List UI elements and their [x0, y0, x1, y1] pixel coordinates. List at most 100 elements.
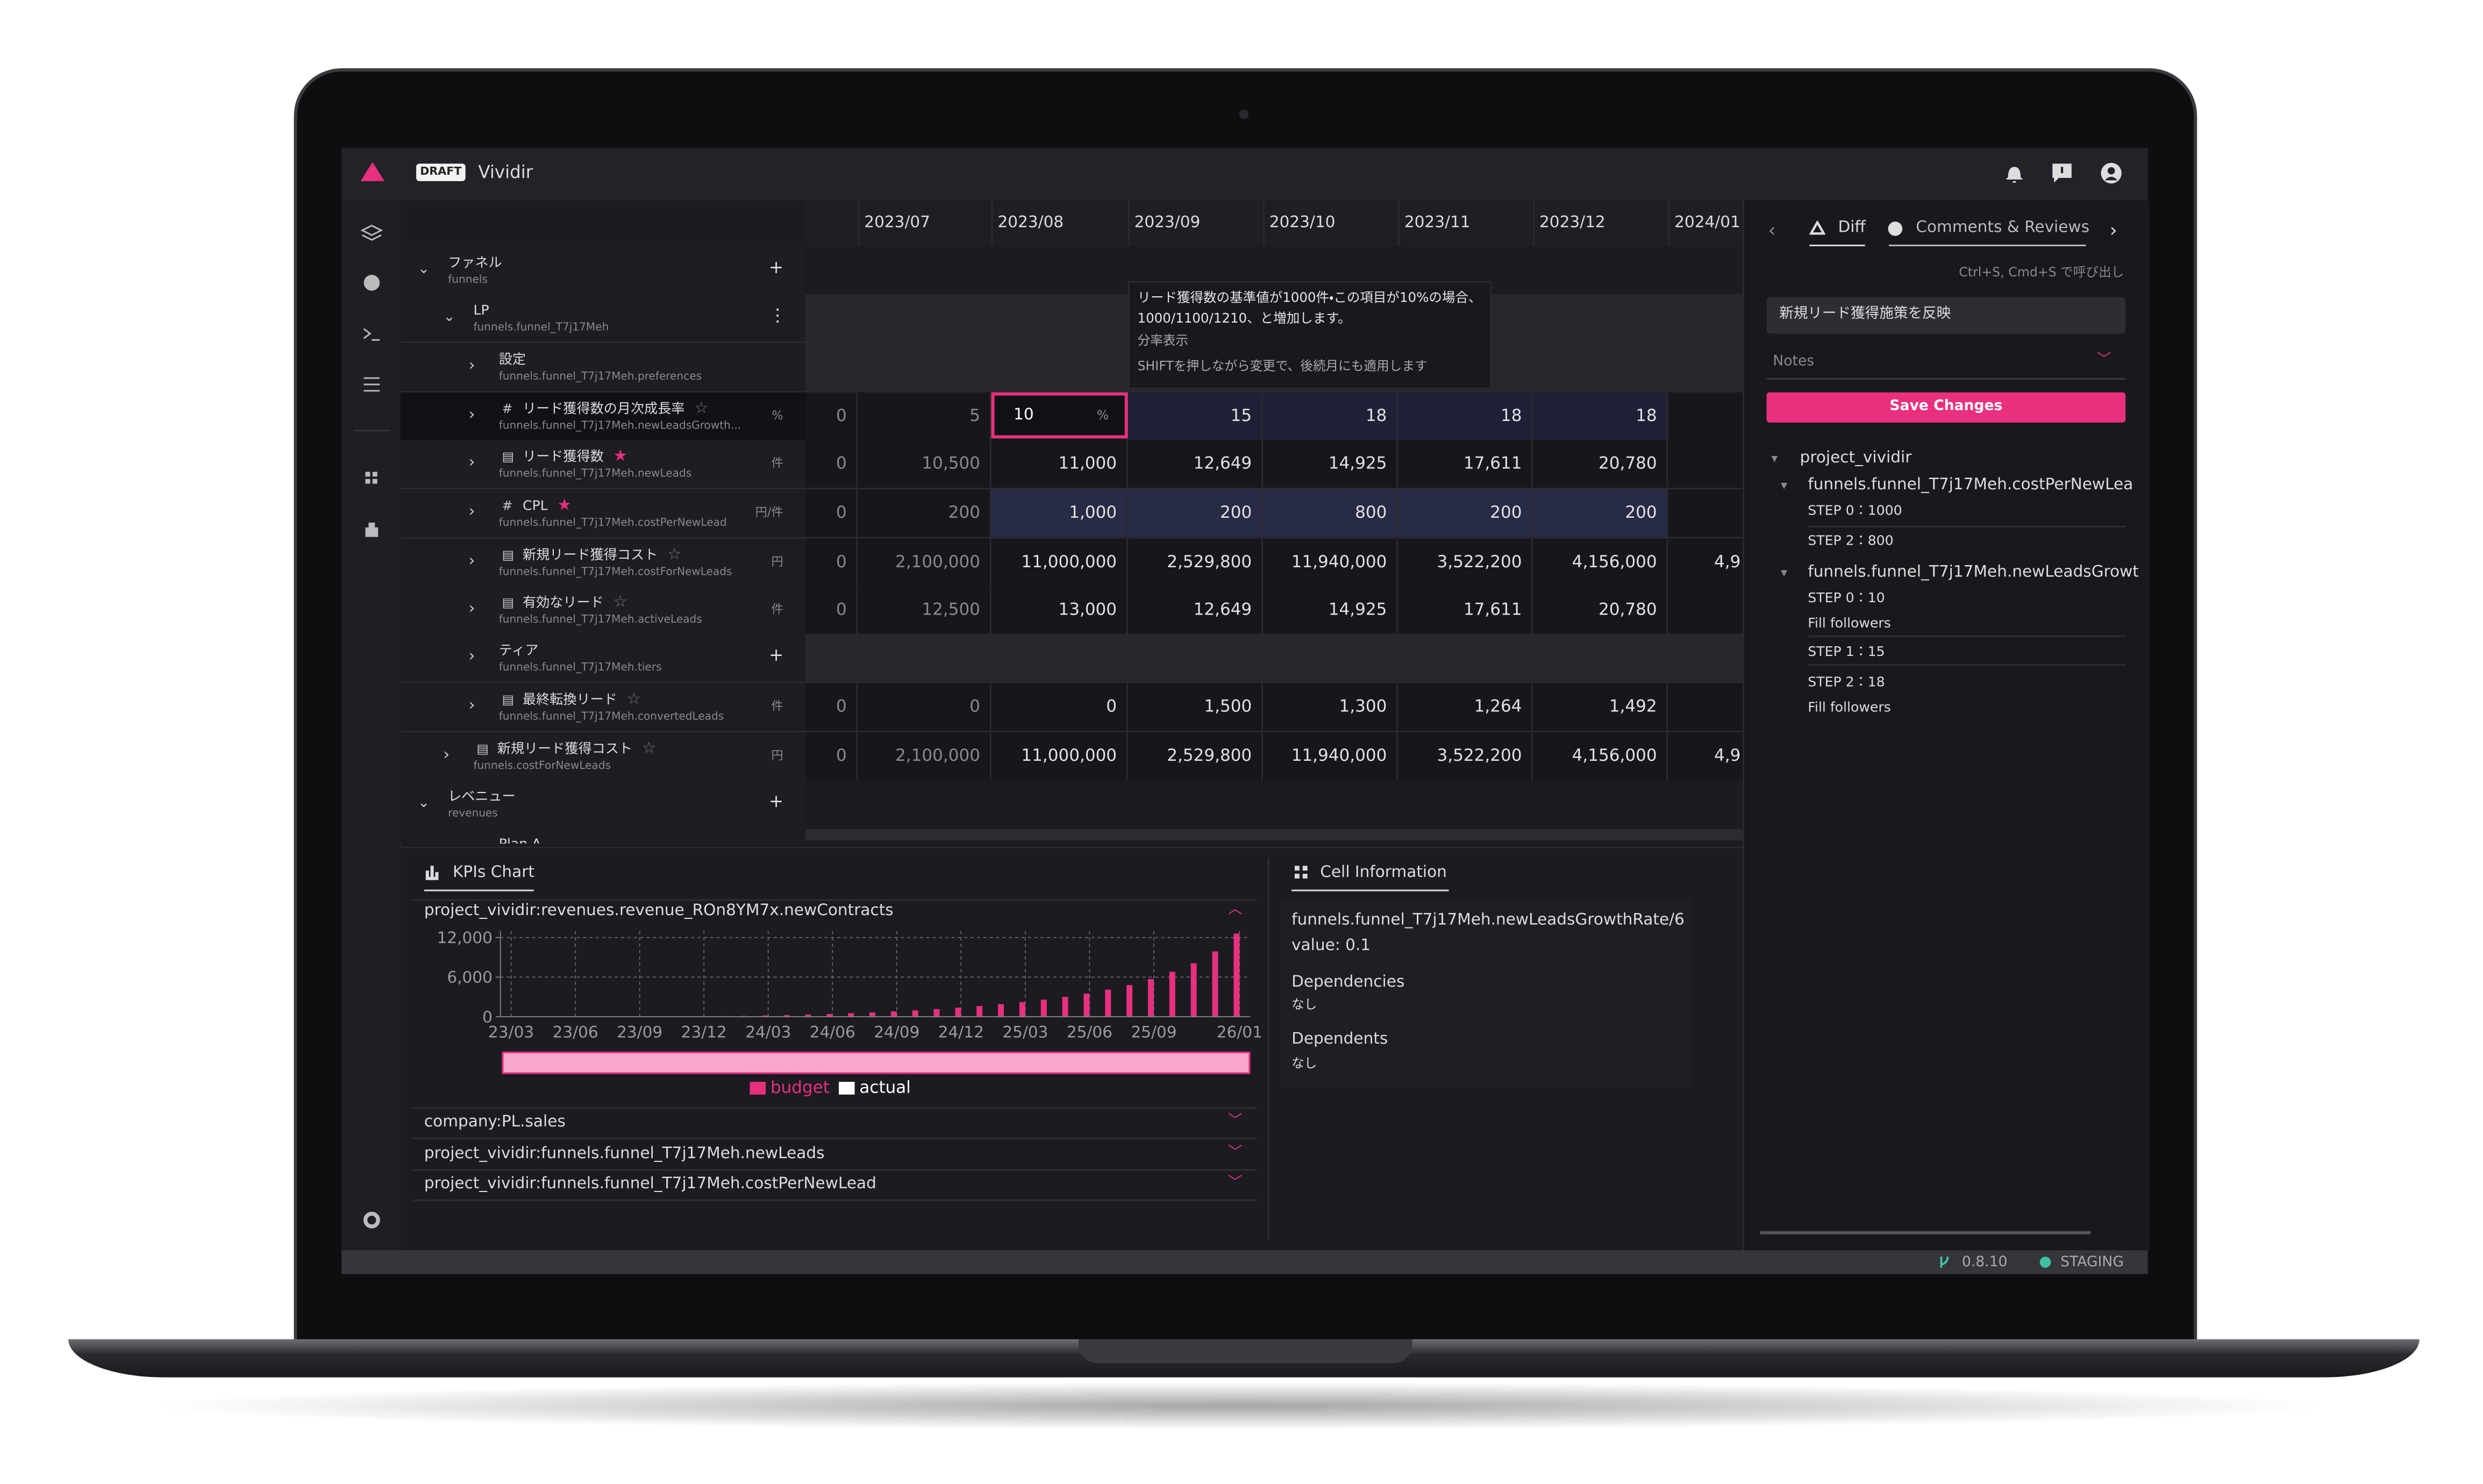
row-path: funnels.costForNewLeads [473, 759, 611, 772]
cell: 18 [1262, 392, 1399, 440]
bell-icon[interactable] [2003, 162, 2025, 184]
notes-select[interactable]: Notes [1773, 354, 1815, 370]
x-tick-label: 25/03 [1002, 1023, 1048, 1041]
next-arrow[interactable]: › [2109, 219, 2117, 242]
settings-sliders-icon[interactable] [363, 377, 380, 392]
bar [976, 1006, 983, 1017]
row-action[interactable]: + [769, 645, 784, 666]
prev-arrow[interactable]: ‹ [1768, 219, 1776, 242]
sidebar-icons[interactable] [341, 200, 400, 1250]
expand-caret[interactable]: › [468, 454, 475, 472]
tab[interactable]: KPIs Chart [453, 864, 534, 882]
expand-caret[interactable]: › [468, 406, 475, 424]
cell: 14,925 [1263, 586, 1399, 634]
cell: 2,100,000 [858, 732, 991, 780]
expand-caret[interactable]: ⌄ [418, 262, 430, 279]
tooltip-text: SHIFTを押しながら変更で、後続月にも適用します [1137, 359, 1428, 374]
accordion-caret[interactable]: ﹀ [1228, 1145, 1243, 1161]
month-label: 2024/01 [1674, 214, 1740, 232]
tooltip-text: リード獲得数の基準値が1000件・この項目が10%の場合、1000/1100/1… [1137, 289, 1482, 326]
expand-caret[interactable]: › [468, 357, 475, 375]
star[interactable]: ☆ [613, 594, 628, 612]
grid-scrollbar[interactable] [805, 829, 1743, 840]
expand-caret[interactable]: ⌄ [418, 796, 430, 812]
side-scrollbar[interactable] [1760, 1231, 2091, 1235]
cell-value: 0 [969, 697, 980, 717]
cell-editor[interactable]: 10% [991, 392, 1128, 439]
cell-value: 4,156,000 [1572, 553, 1657, 572]
grid-icon[interactable] [365, 472, 377, 484]
accordion-title[interactable]: project_vividir:funnels.funnel_T7j17Meh.… [424, 1175, 876, 1193]
expand-caret[interactable]: › [468, 503, 475, 522]
row-label-line: 設定 [499, 351, 526, 370]
expand-caret[interactable]: › [468, 697, 475, 715]
message-input[interactable]: 新規リード獲得施策を反映 [1766, 297, 2126, 334]
laptop-notch [1079, 1339, 1412, 1364]
row-unit: % [772, 408, 783, 423]
star[interactable]: ☆ [626, 691, 641, 709]
cell-value: 12,500 [922, 600, 980, 620]
expand-caret[interactable]: ⌄ [443, 310, 455, 326]
step-divider [1808, 635, 2126, 637]
legend-swatch [839, 1082, 855, 1095]
expand-caret[interactable]: › [468, 600, 475, 618]
x-tick-label: 23/09 [617, 1023, 662, 1041]
diff-step: STEP 0：10 [1808, 591, 1885, 607]
gear-icon[interactable] [363, 1211, 380, 1229]
accordion-caret[interactable]: ﹀ [1228, 1114, 1243, 1130]
expand-caret[interactable]: › [443, 746, 450, 765]
save-button[interactable]: Save Changes [1766, 392, 2126, 423]
grid-row: 0 12,500 13,000 12,649 14,925 17,611 20,780 [805, 586, 1743, 636]
row-action[interactable]: + [769, 791, 784, 812]
tab[interactable]: Diff [1838, 219, 1866, 237]
accordion-caret[interactable]: ﹀ [1228, 1175, 1243, 1192]
tab[interactable]: Comments & Reviews [1916, 219, 2089, 237]
row-icon: ▤ [502, 450, 514, 464]
console-icon[interactable] [363, 328, 380, 341]
cell-value: 200 [1219, 503, 1252, 523]
accordion-title[interactable]: company:PL.sales [424, 1114, 566, 1131]
bottom-divider [1267, 858, 1269, 1239]
cell: 200 [858, 489, 991, 537]
row-icon: ▤ [502, 548, 514, 562]
team-icon[interactable] [365, 523, 379, 537]
star[interactable]: ☆ [667, 546, 682, 564]
diff-tree: ▾ funnels.funnel_T7j17Meh.costPerNewLea … [1747, 470, 2138, 725]
cell-value: 13,000 [1058, 600, 1117, 620]
row-label-line: 新規リード獲得コスト ☆ [497, 740, 656, 759]
user-icon[interactable] [2100, 162, 2122, 184]
expand-caret[interactable]: › [468, 648, 475, 666]
tree-caret[interactable]: ▾ [1781, 478, 1787, 493]
star[interactable]: ☆ [694, 400, 709, 418]
cell-value: 1,492 [1609, 697, 1657, 717]
bar [1190, 963, 1197, 1017]
row-action[interactable]: + [769, 257, 784, 279]
expand-caret[interactable]: › [468, 553, 475, 570]
info-icon[interactable] [363, 275, 380, 291]
chat-icon[interactable] [2051, 162, 2073, 184]
row-icon: ▤ [476, 741, 489, 757]
cell: 10,500 [858, 440, 991, 488]
cell-value: 0 [836, 454, 847, 474]
tree-caret[interactable]: ▾ [1781, 565, 1787, 580]
notes-caret[interactable]: ﹀ [2097, 352, 2111, 369]
tab[interactable]: Cell Information [1320, 864, 1447, 882]
accordion-caret[interactable]: ︿ [1228, 902, 1243, 918]
accordion-title[interactable]: project_vividir:funnels.funnel_T7j17Meh.… [424, 1145, 825, 1163]
star[interactable]: ★ [613, 448, 628, 466]
star[interactable]: ☆ [641, 740, 657, 758]
layers-icon[interactable] [360, 224, 383, 241]
star[interactable]: ★ [557, 497, 572, 515]
tree-row: › ▤ 新規リード獲得コスト ☆ funnels.funnel_T7j17Meh.cos… [400, 538, 805, 588]
row-action[interactable]: ⋮ [769, 305, 787, 326]
step-divider [1808, 664, 2126, 666]
accordion-title[interactable]: project_vividir:revenues.revenue_ROn8YM7… [424, 902, 894, 920]
bar [826, 1014, 833, 1017]
x-tick-label: 23/06 [553, 1023, 598, 1041]
logo[interactable] [359, 160, 386, 184]
range-slider[interactable] [502, 1051, 1251, 1074]
cell-value: 4,156,000 [1572, 746, 1657, 766]
tree-caret[interactable]: ▾ [1771, 451, 1778, 466]
cell-value: 12,649 [1193, 600, 1252, 620]
